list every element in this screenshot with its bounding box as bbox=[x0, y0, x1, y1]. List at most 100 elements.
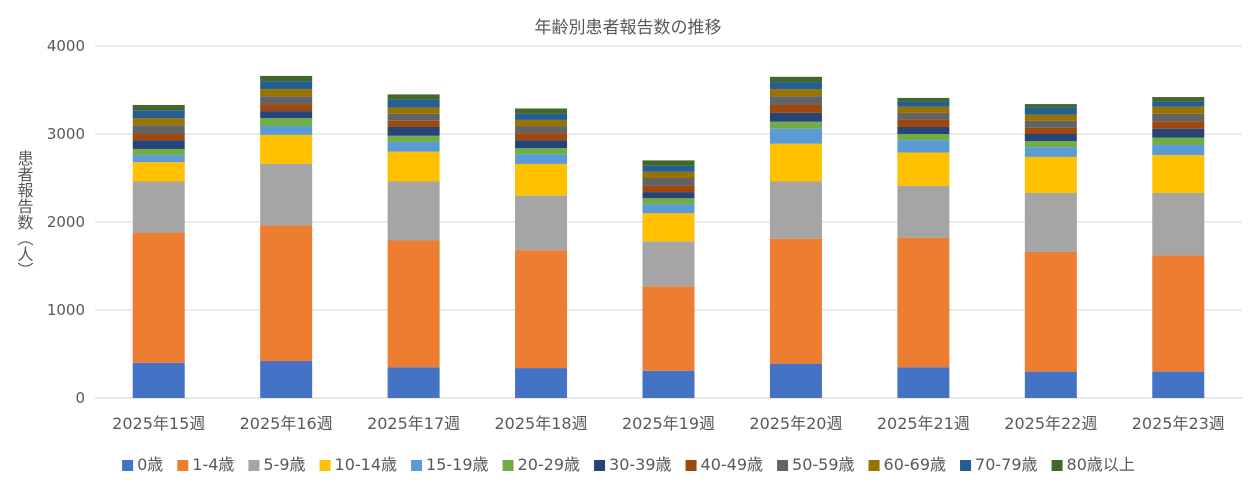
bar-segment bbox=[260, 81, 313, 90]
bar-segment bbox=[1024, 192, 1077, 252]
bar-segment bbox=[642, 192, 695, 199]
bar-segment bbox=[1024, 134, 1077, 142]
bar-segment bbox=[132, 110, 185, 119]
legend-swatch bbox=[122, 460, 134, 471]
bar-segment bbox=[387, 240, 440, 368]
bar-segment bbox=[132, 140, 185, 149]
bar-segment bbox=[1024, 147, 1077, 157]
bar-segment bbox=[132, 232, 185, 363]
bar-segment bbox=[260, 126, 313, 135]
legend-label: 10-14歳 bbox=[335, 455, 398, 474]
bar-segment bbox=[1152, 155, 1205, 193]
bar-segment bbox=[132, 181, 185, 233]
bar-segment bbox=[1152, 371, 1205, 398]
legend-label: 70-79歳 bbox=[975, 455, 1038, 474]
bar-segment bbox=[1152, 128, 1205, 138]
bars bbox=[132, 75, 1205, 398]
bar-segment bbox=[1024, 141, 1077, 148]
bar-segment bbox=[515, 368, 568, 398]
bar-segment bbox=[260, 361, 313, 398]
bar-segment bbox=[769, 104, 822, 113]
bar-segment bbox=[132, 162, 185, 182]
bar-segment bbox=[897, 140, 950, 153]
bar-segment bbox=[132, 125, 185, 134]
bar-segment bbox=[515, 108, 568, 114]
bar-segment bbox=[515, 126, 568, 134]
bar-segment bbox=[769, 82, 822, 90]
legend-label: 50-59歳 bbox=[792, 455, 855, 474]
bar-segment bbox=[769, 89, 822, 97]
legend-label: 20-29歳 bbox=[518, 455, 581, 474]
bar-segment bbox=[387, 135, 440, 142]
bar-segment bbox=[642, 178, 695, 186]
bar-segment bbox=[897, 106, 950, 113]
y-tick-label: 4000 bbox=[47, 37, 85, 55]
bar-segment bbox=[260, 134, 313, 164]
bar-segment bbox=[260, 104, 313, 112]
x-tick-label: 2025年17週 bbox=[367, 414, 460, 433]
bar-segment bbox=[260, 89, 313, 97]
bar-segment bbox=[897, 126, 950, 134]
x-tick-label: 2025年19週 bbox=[622, 414, 715, 433]
bar-segment bbox=[1024, 114, 1077, 121]
legend-label: 1-4歳 bbox=[192, 455, 234, 474]
y-tick-label: 1000 bbox=[47, 301, 85, 319]
bar-segment bbox=[1024, 120, 1077, 128]
legend-swatch bbox=[411, 460, 423, 471]
y-tick-label: 3000 bbox=[47, 125, 85, 143]
bar-segment bbox=[642, 213, 695, 242]
bar-segment bbox=[387, 99, 440, 108]
bar-segment bbox=[515, 250, 568, 369]
bar-segment bbox=[132, 118, 185, 126]
bar-segment bbox=[1024, 156, 1077, 193]
bar-segment bbox=[260, 111, 313, 119]
bar-segment bbox=[132, 362, 185, 398]
bar-segment bbox=[897, 152, 950, 186]
legend-label: 15-19歳 bbox=[426, 455, 489, 474]
bar-segment bbox=[1152, 121, 1205, 129]
legend: 0歳 1-4歳 5-9歳 10-14歳 15-19歳 20-29歳 30-39歳 40-49歳… bbox=[122, 455, 1135, 474]
bar-segment bbox=[260, 225, 313, 362]
bar-segment bbox=[1024, 371, 1077, 398]
bar-segment bbox=[642, 198, 695, 205]
bar-segment bbox=[387, 126, 440, 136]
bar-segment bbox=[642, 241, 695, 287]
bar-segment bbox=[769, 128, 822, 144]
legend-swatch bbox=[960, 460, 972, 471]
bar-segment bbox=[897, 134, 950, 141]
bar-segment bbox=[515, 140, 568, 149]
legend-swatch bbox=[177, 460, 189, 471]
x-tick-label: 2025年20週 bbox=[749, 414, 842, 433]
x-axis-ticks: 2025年15週 2025年16週 2025年17週 2025年18週 2025年19週… bbox=[112, 414, 1225, 433]
bar-segment bbox=[1024, 107, 1077, 115]
bar-segment bbox=[642, 171, 695, 178]
legend-label: 0歳 bbox=[137, 455, 163, 474]
bar-segment bbox=[642, 286, 695, 371]
chart-title: 年齢別患者報告数の推移 bbox=[535, 18, 722, 38]
y-axis-ticks: 0 1000 2000 3000 4000 bbox=[47, 37, 85, 407]
bar-segment bbox=[769, 96, 822, 105]
bar-segment bbox=[1152, 137, 1205, 145]
bar-segment bbox=[769, 143, 822, 182]
bar-segment bbox=[132, 155, 185, 163]
bar-segment bbox=[1152, 144, 1205, 156]
bar-segment bbox=[897, 112, 950, 120]
bar-segment bbox=[387, 107, 440, 114]
bar-segment bbox=[1024, 127, 1077, 134]
x-tick-label: 2025年23週 bbox=[1132, 414, 1225, 433]
bar-segment bbox=[897, 237, 950, 368]
bar-segment bbox=[387, 113, 440, 121]
bar-segment bbox=[1152, 192, 1205, 256]
bar-segment bbox=[132, 134, 185, 141]
bar-segment bbox=[1152, 101, 1205, 107]
legend-swatch bbox=[1051, 460, 1063, 471]
legend-label: 40-49歳 bbox=[701, 455, 764, 474]
bar-segment bbox=[769, 181, 822, 239]
x-tick-label: 2025年18週 bbox=[495, 414, 588, 433]
legend-label: 80歳以上 bbox=[1067, 455, 1135, 474]
bar-segment bbox=[387, 181, 440, 241]
bar-segment bbox=[897, 119, 950, 127]
bar-segment bbox=[387, 367, 440, 398]
bar-segment bbox=[642, 204, 695, 214]
